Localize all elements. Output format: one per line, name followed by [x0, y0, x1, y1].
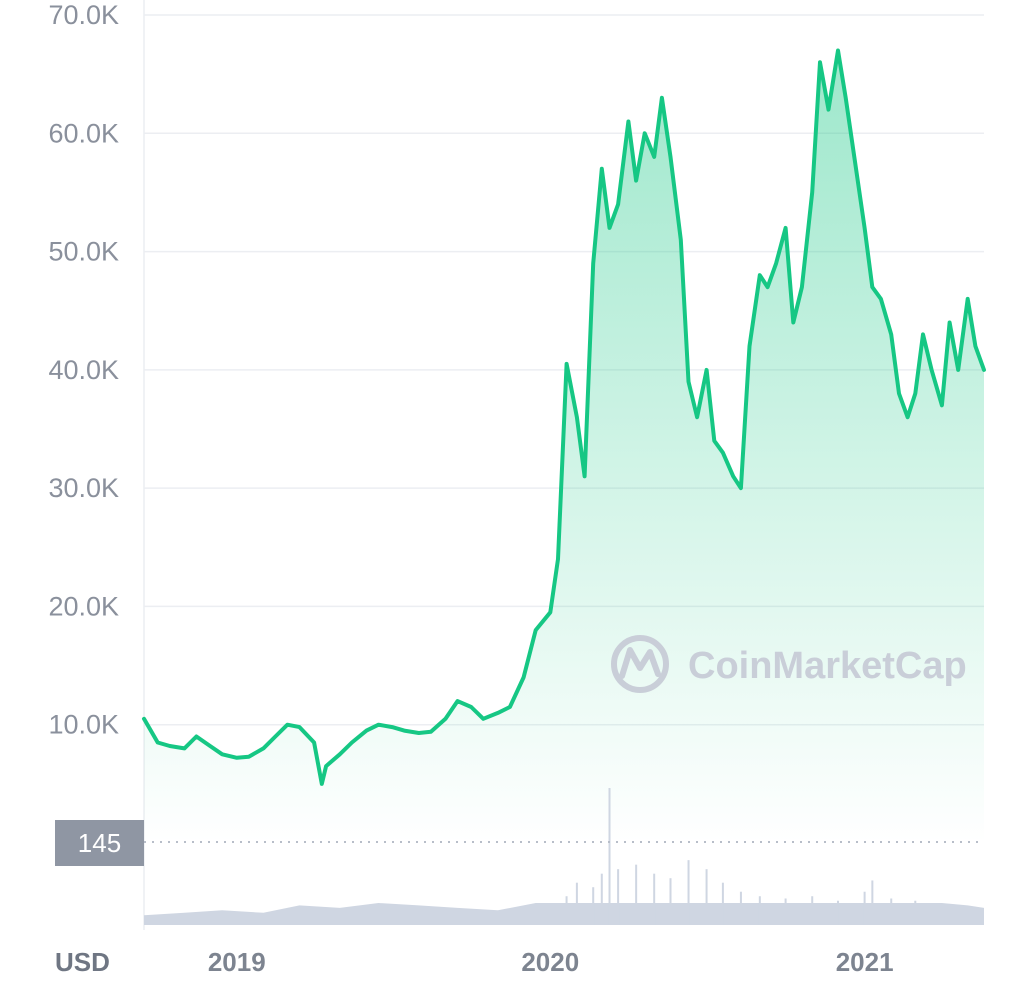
price-line — [142, 48, 986, 786]
volume-spike — [739, 891, 742, 925]
volume-spike — [721, 882, 724, 925]
volume-spike — [669, 878, 672, 925]
y-tick-label: 70.0K — [48, 0, 119, 30]
y-axis-ticks: 10.0K 20.0K 30.0K 40.0K 50.0K 60.0K 70.0K — [48, 0, 119, 740]
volume-marker-box — [55, 820, 144, 866]
volume-spike — [617, 869, 620, 925]
volume-spike — [608, 788, 611, 925]
x-axis-ticks: 2019 2020 2021 — [208, 947, 894, 977]
volume-spike — [914, 900, 917, 925]
x-tick-label: 2020 — [521, 947, 579, 977]
volume-marker-label: 145 — [78, 828, 121, 858]
volume-spike — [863, 891, 866, 925]
y-tick-label: 40.0K — [48, 355, 119, 385]
volume-spike — [565, 896, 568, 925]
watermark-text: CoinMarketCap — [688, 645, 967, 687]
volume-spike — [575, 882, 578, 925]
y-tick-label: 60.0K — [48, 118, 119, 148]
volume-spike — [890, 898, 893, 925]
y-tick-label: 30.0K — [48, 473, 119, 503]
y-tick-label: 20.0K — [48, 591, 119, 621]
volume-spike — [592, 887, 595, 925]
volume-spike — [811, 896, 814, 925]
currency-label: USD — [55, 947, 110, 977]
x-tick-label: 2021 — [836, 947, 894, 977]
y-tick-label: 10.0K — [48, 710, 119, 740]
volume-spike — [635, 864, 638, 925]
volume-spike — [687, 860, 690, 925]
volume-area — [144, 903, 984, 925]
volume-spike — [705, 869, 708, 925]
x-tick-label: 2019 — [208, 947, 266, 977]
coinmarketcap-watermark: CoinMarketCap — [611, 635, 967, 693]
volume-spike — [836, 900, 839, 925]
volume-spike — [871, 880, 874, 925]
volume-spike — [758, 896, 761, 925]
volume-spike — [784, 898, 787, 925]
y-tick-label: 50.0K — [48, 237, 119, 267]
volume-spike — [600, 873, 603, 925]
volume-spike — [653, 873, 656, 925]
coinmarketcap-logo-icon — [611, 635, 669, 693]
